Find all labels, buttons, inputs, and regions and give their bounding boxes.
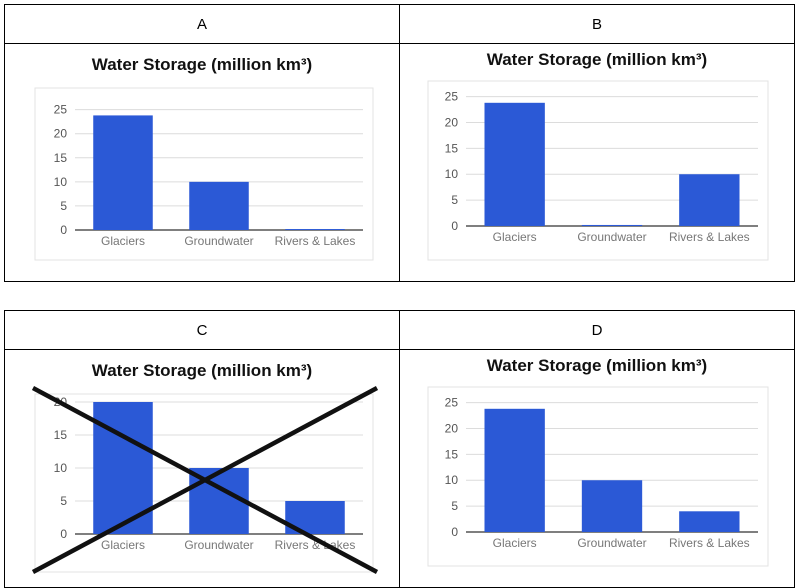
y-tick-label: 15 — [54, 151, 68, 165]
cross-out-line — [31, 386, 379, 574]
x-category-label: Rivers & Lakes — [669, 536, 750, 550]
y-tick-label: 25 — [445, 396, 459, 410]
chart-c: Water Storage (million km³)05101520Glaci… — [31, 361, 379, 574]
x-category-label: Groundwater — [577, 230, 646, 244]
bar — [285, 229, 345, 230]
x-category-label: Groundwater — [184, 538, 253, 552]
y-tick-label: 25 — [54, 103, 68, 117]
panel-b-cell: Water Storage (million km³) 0 5 10 15 20 25 Gla… — [399, 43, 795, 282]
x-category-label: Glaciers — [101, 538, 145, 552]
chart-title: Water Storage (million km³) — [92, 55, 312, 74]
y-tick-label: 0 — [60, 527, 67, 541]
x-category-label: Rivers & Lakes — [669, 230, 750, 244]
y-tick-label: 0 — [451, 525, 458, 539]
panel-c-header: C — [4, 310, 400, 350]
x-category-label: Groundwater — [184, 234, 253, 248]
y-tick-label: 10 — [54, 175, 68, 189]
chart-title: Water Storage (million km³) — [487, 356, 707, 375]
panel-d-header: D — [399, 310, 795, 350]
x-category-label: Glaciers — [493, 230, 537, 244]
y-tick-label: 10 — [54, 461, 68, 475]
x-category-label: Rivers & Lakes — [275, 234, 356, 248]
y-tick-label: 10 — [445, 167, 459, 181]
top-panel-row: A B Water Storage (million km³) 0 5 10 15 20 2… — [4, 4, 795, 282]
chart-frame — [427, 80, 769, 261]
y-tick-label: 20 — [54, 127, 68, 141]
panel-c-cell: Water Storage (million km³)05101520Glaci… — [4, 349, 400, 588]
y-tick-label: 10 — [445, 473, 459, 487]
y-tick-label: 0 — [451, 219, 458, 233]
chart-title: Water Storage (million km³) — [92, 361, 312, 380]
chart-title: Water Storage (million km³) — [487, 50, 707, 69]
y-tick-label: 5 — [60, 199, 67, 213]
bar — [581, 224, 643, 226]
panel-a-cell: Water Storage (million km³) 0 5 10 15 20 25 Gla… — [4, 43, 400, 282]
chart-frame — [427, 386, 769, 567]
bar — [93, 115, 153, 230]
x-category-label: Glaciers — [101, 234, 145, 248]
y-tick-label: 20 — [445, 421, 459, 435]
y-tick-label: 15 — [445, 447, 459, 461]
x-category-label: Groundwater — [577, 536, 646, 550]
panel-b-header: B — [399, 4, 795, 44]
panel-d-cell: Water Storage (million km³) 0 5 10 15 20 25 Gla… — [399, 349, 795, 588]
y-tick-label: 5 — [60, 494, 67, 508]
y-tick-label: 25 — [445, 90, 459, 104]
bar — [679, 511, 740, 532]
bar — [484, 408, 545, 532]
bar — [189, 181, 249, 230]
y-tick-label: 15 — [445, 141, 459, 155]
chart-a: Water Storage (million km³) 0 5 10 15 20 25 Gla… — [34, 55, 374, 261]
x-category-label: Glaciers — [493, 536, 537, 550]
chart-frame — [34, 393, 374, 573]
chart-frame — [34, 87, 374, 261]
bar — [581, 480, 643, 532]
bottom-panel-row: C D Water Storage (million km³) 0 5 10 15 20 G… — [4, 310, 795, 588]
y-tick-label: 20 — [445, 115, 459, 129]
y-tick-label: 0 — [60, 223, 67, 237]
chart-d: Water Storage (million km³) 0 5 10 15 20 25 Gla… — [427, 356, 769, 567]
bar — [679, 174, 740, 226]
panel-a-header: A — [4, 4, 400, 44]
y-tick-label: 5 — [451, 499, 458, 513]
y-tick-label: 15 — [54, 428, 68, 442]
chart-b: Water Storage (million km³) 0 5 10 15 20 25 Gla… — [427, 50, 769, 261]
y-tick-label: 5 — [451, 193, 458, 207]
bar — [484, 102, 545, 226]
